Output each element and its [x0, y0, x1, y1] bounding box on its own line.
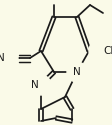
Circle shape	[66, 62, 86, 82]
Text: N: N	[72, 67, 80, 77]
Circle shape	[0, 48, 18, 68]
Text: N: N	[0, 53, 5, 63]
Circle shape	[88, 39, 112, 63]
Text: N: N	[31, 80, 39, 90]
Text: Cl: Cl	[102, 46, 112, 56]
Circle shape	[31, 75, 51, 95]
